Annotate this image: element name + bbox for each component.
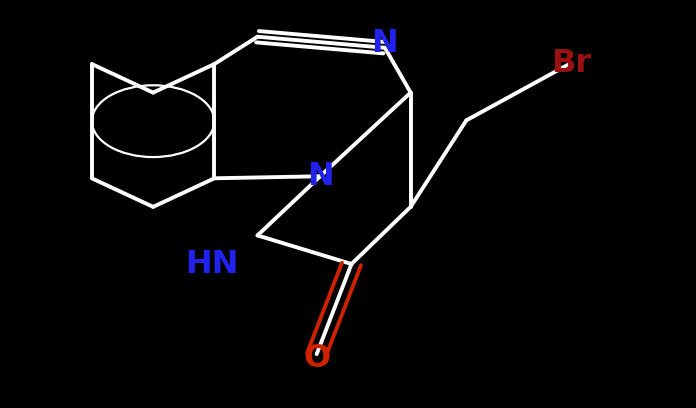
Text: HN: HN	[186, 249, 239, 280]
Text: N: N	[307, 161, 333, 192]
Text: Br: Br	[551, 48, 591, 79]
Text: N: N	[372, 28, 398, 59]
Text: O: O	[303, 343, 331, 374]
